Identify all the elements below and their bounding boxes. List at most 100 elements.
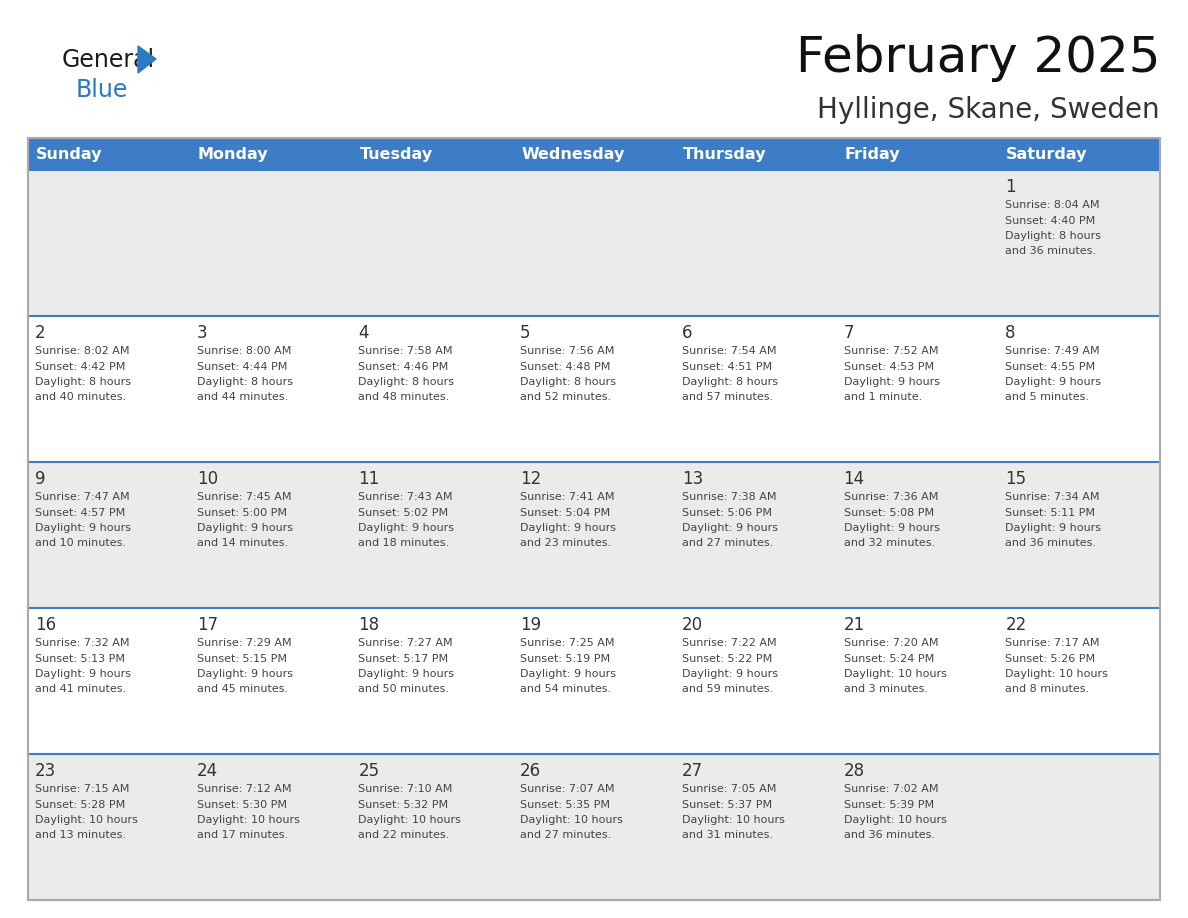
- Text: Sunrise: 7:20 AM: Sunrise: 7:20 AM: [843, 638, 939, 648]
- Text: Sunrise: 7:22 AM: Sunrise: 7:22 AM: [682, 638, 777, 648]
- Text: Sunset: 4:40 PM: Sunset: 4:40 PM: [1005, 216, 1095, 226]
- Text: Sunrise: 7:36 AM: Sunrise: 7:36 AM: [843, 492, 939, 502]
- Text: and 36 minutes.: and 36 minutes.: [1005, 539, 1097, 548]
- Text: Daylight: 9 hours: Daylight: 9 hours: [359, 669, 455, 679]
- Text: Sunset: 5:32 PM: Sunset: 5:32 PM: [359, 800, 449, 810]
- Text: and 22 minutes.: and 22 minutes.: [359, 831, 450, 841]
- Text: 22: 22: [1005, 616, 1026, 634]
- Text: Sunrise: 7:27 AM: Sunrise: 7:27 AM: [359, 638, 453, 648]
- Text: Daylight: 9 hours: Daylight: 9 hours: [1005, 523, 1101, 533]
- Text: Sunset: 4:51 PM: Sunset: 4:51 PM: [682, 362, 772, 372]
- Text: and 57 minutes.: and 57 minutes.: [682, 393, 773, 402]
- Text: 14: 14: [843, 470, 865, 488]
- Text: 2: 2: [34, 324, 45, 342]
- Text: Sunset: 4:42 PM: Sunset: 4:42 PM: [34, 362, 126, 372]
- Text: Sunrise: 7:25 AM: Sunrise: 7:25 AM: [520, 638, 614, 648]
- Text: Daylight: 9 hours: Daylight: 9 hours: [1005, 377, 1101, 387]
- Text: Sunset: 5:08 PM: Sunset: 5:08 PM: [843, 508, 934, 518]
- Text: Sunrise: 7:45 AM: Sunrise: 7:45 AM: [197, 492, 291, 502]
- Text: 28: 28: [843, 762, 865, 780]
- Text: 21: 21: [843, 616, 865, 634]
- Text: Sunset: 5:24 PM: Sunset: 5:24 PM: [843, 654, 934, 664]
- Text: Friday: Friday: [845, 147, 901, 162]
- Text: Daylight: 10 hours: Daylight: 10 hours: [359, 815, 461, 825]
- Text: and 5 minutes.: and 5 minutes.: [1005, 393, 1089, 402]
- Text: and 52 minutes.: and 52 minutes.: [520, 393, 612, 402]
- Text: 23: 23: [34, 762, 56, 780]
- Text: Daylight: 9 hours: Daylight: 9 hours: [682, 523, 778, 533]
- Text: Daylight: 9 hours: Daylight: 9 hours: [197, 523, 292, 533]
- Text: 27: 27: [682, 762, 703, 780]
- Text: Daylight: 9 hours: Daylight: 9 hours: [197, 669, 292, 679]
- Text: Daylight: 10 hours: Daylight: 10 hours: [682, 815, 785, 825]
- Text: and 36 minutes.: and 36 minutes.: [1005, 247, 1097, 256]
- Text: Daylight: 9 hours: Daylight: 9 hours: [520, 669, 617, 679]
- Text: Daylight: 10 hours: Daylight: 10 hours: [843, 815, 947, 825]
- Text: Sunrise: 7:05 AM: Sunrise: 7:05 AM: [682, 784, 776, 794]
- Text: and 54 minutes.: and 54 minutes.: [520, 685, 612, 695]
- Text: and 59 minutes.: and 59 minutes.: [682, 685, 773, 695]
- Text: Sunday: Sunday: [36, 147, 102, 162]
- Text: Sunset: 5:19 PM: Sunset: 5:19 PM: [520, 654, 611, 664]
- Text: Sunrise: 7:12 AM: Sunrise: 7:12 AM: [197, 784, 291, 794]
- Text: 24: 24: [197, 762, 217, 780]
- Text: 26: 26: [520, 762, 542, 780]
- Text: Sunrise: 7:02 AM: Sunrise: 7:02 AM: [843, 784, 939, 794]
- Text: and 32 minutes.: and 32 minutes.: [843, 539, 935, 548]
- Text: and 14 minutes.: and 14 minutes.: [197, 539, 287, 548]
- Text: Sunrise: 7:43 AM: Sunrise: 7:43 AM: [359, 492, 453, 502]
- Text: 12: 12: [520, 470, 542, 488]
- Text: Saturday: Saturday: [1006, 147, 1088, 162]
- Text: Sunrise: 7:52 AM: Sunrise: 7:52 AM: [843, 346, 939, 356]
- Text: Daylight: 9 hours: Daylight: 9 hours: [520, 523, 617, 533]
- Bar: [29, 138, 1159, 170]
- Text: and 45 minutes.: and 45 minutes.: [197, 685, 287, 695]
- Text: Sunrise: 7:49 AM: Sunrise: 7:49 AM: [1005, 346, 1100, 356]
- Text: Sunset: 5:06 PM: Sunset: 5:06 PM: [682, 508, 772, 518]
- Bar: [29, 138, 1159, 900]
- Text: and 41 minutes.: and 41 minutes.: [34, 685, 126, 695]
- Text: and 40 minutes.: and 40 minutes.: [34, 393, 126, 402]
- Text: 19: 19: [520, 616, 542, 634]
- Bar: [29, 754, 1159, 900]
- Text: Sunrise: 8:00 AM: Sunrise: 8:00 AM: [197, 346, 291, 356]
- Text: and 50 minutes.: and 50 minutes.: [359, 685, 449, 695]
- Text: 9: 9: [34, 470, 45, 488]
- Text: 13: 13: [682, 470, 703, 488]
- Text: Blue: Blue: [76, 78, 128, 102]
- Text: Daylight: 9 hours: Daylight: 9 hours: [843, 523, 940, 533]
- Text: and 1 minute.: and 1 minute.: [843, 393, 922, 402]
- Text: Sunset: 4:55 PM: Sunset: 4:55 PM: [1005, 362, 1095, 372]
- Text: Sunrise: 7:41 AM: Sunrise: 7:41 AM: [520, 492, 614, 502]
- Text: Sunrise: 7:58 AM: Sunrise: 7:58 AM: [359, 346, 453, 356]
- Text: Sunrise: 7:07 AM: Sunrise: 7:07 AM: [520, 784, 614, 794]
- Text: 20: 20: [682, 616, 703, 634]
- Bar: [29, 462, 1159, 608]
- Text: Sunrise: 8:02 AM: Sunrise: 8:02 AM: [34, 346, 129, 356]
- Text: and 8 minutes.: and 8 minutes.: [1005, 685, 1089, 695]
- Text: Sunset: 5:04 PM: Sunset: 5:04 PM: [520, 508, 611, 518]
- Text: Sunset: 4:53 PM: Sunset: 4:53 PM: [843, 362, 934, 372]
- Text: General: General: [62, 48, 156, 72]
- Polygon shape: [138, 46, 156, 73]
- Text: Sunrise: 8:04 AM: Sunrise: 8:04 AM: [1005, 200, 1100, 210]
- Text: Sunset: 4:48 PM: Sunset: 4:48 PM: [520, 362, 611, 372]
- Text: Sunset: 5:11 PM: Sunset: 5:11 PM: [1005, 508, 1095, 518]
- Text: 7: 7: [843, 324, 854, 342]
- Text: Daylight: 10 hours: Daylight: 10 hours: [520, 815, 623, 825]
- Text: Sunset: 4:44 PM: Sunset: 4:44 PM: [197, 362, 287, 372]
- Bar: [29, 608, 1159, 754]
- Text: Daylight: 8 hours: Daylight: 8 hours: [197, 377, 292, 387]
- Text: 16: 16: [34, 616, 56, 634]
- Text: Daylight: 8 hours: Daylight: 8 hours: [520, 377, 617, 387]
- Text: Daylight: 8 hours: Daylight: 8 hours: [34, 377, 131, 387]
- Text: 4: 4: [359, 324, 369, 342]
- Text: 25: 25: [359, 762, 379, 780]
- Text: Daylight: 9 hours: Daylight: 9 hours: [359, 523, 455, 533]
- Text: Daylight: 8 hours: Daylight: 8 hours: [359, 377, 455, 387]
- Text: Sunrise: 7:32 AM: Sunrise: 7:32 AM: [34, 638, 129, 648]
- Text: Tuesday: Tuesday: [360, 147, 432, 162]
- Bar: [29, 170, 1159, 316]
- Text: Sunset: 5:26 PM: Sunset: 5:26 PM: [1005, 654, 1095, 664]
- Text: Thursday: Thursday: [683, 147, 766, 162]
